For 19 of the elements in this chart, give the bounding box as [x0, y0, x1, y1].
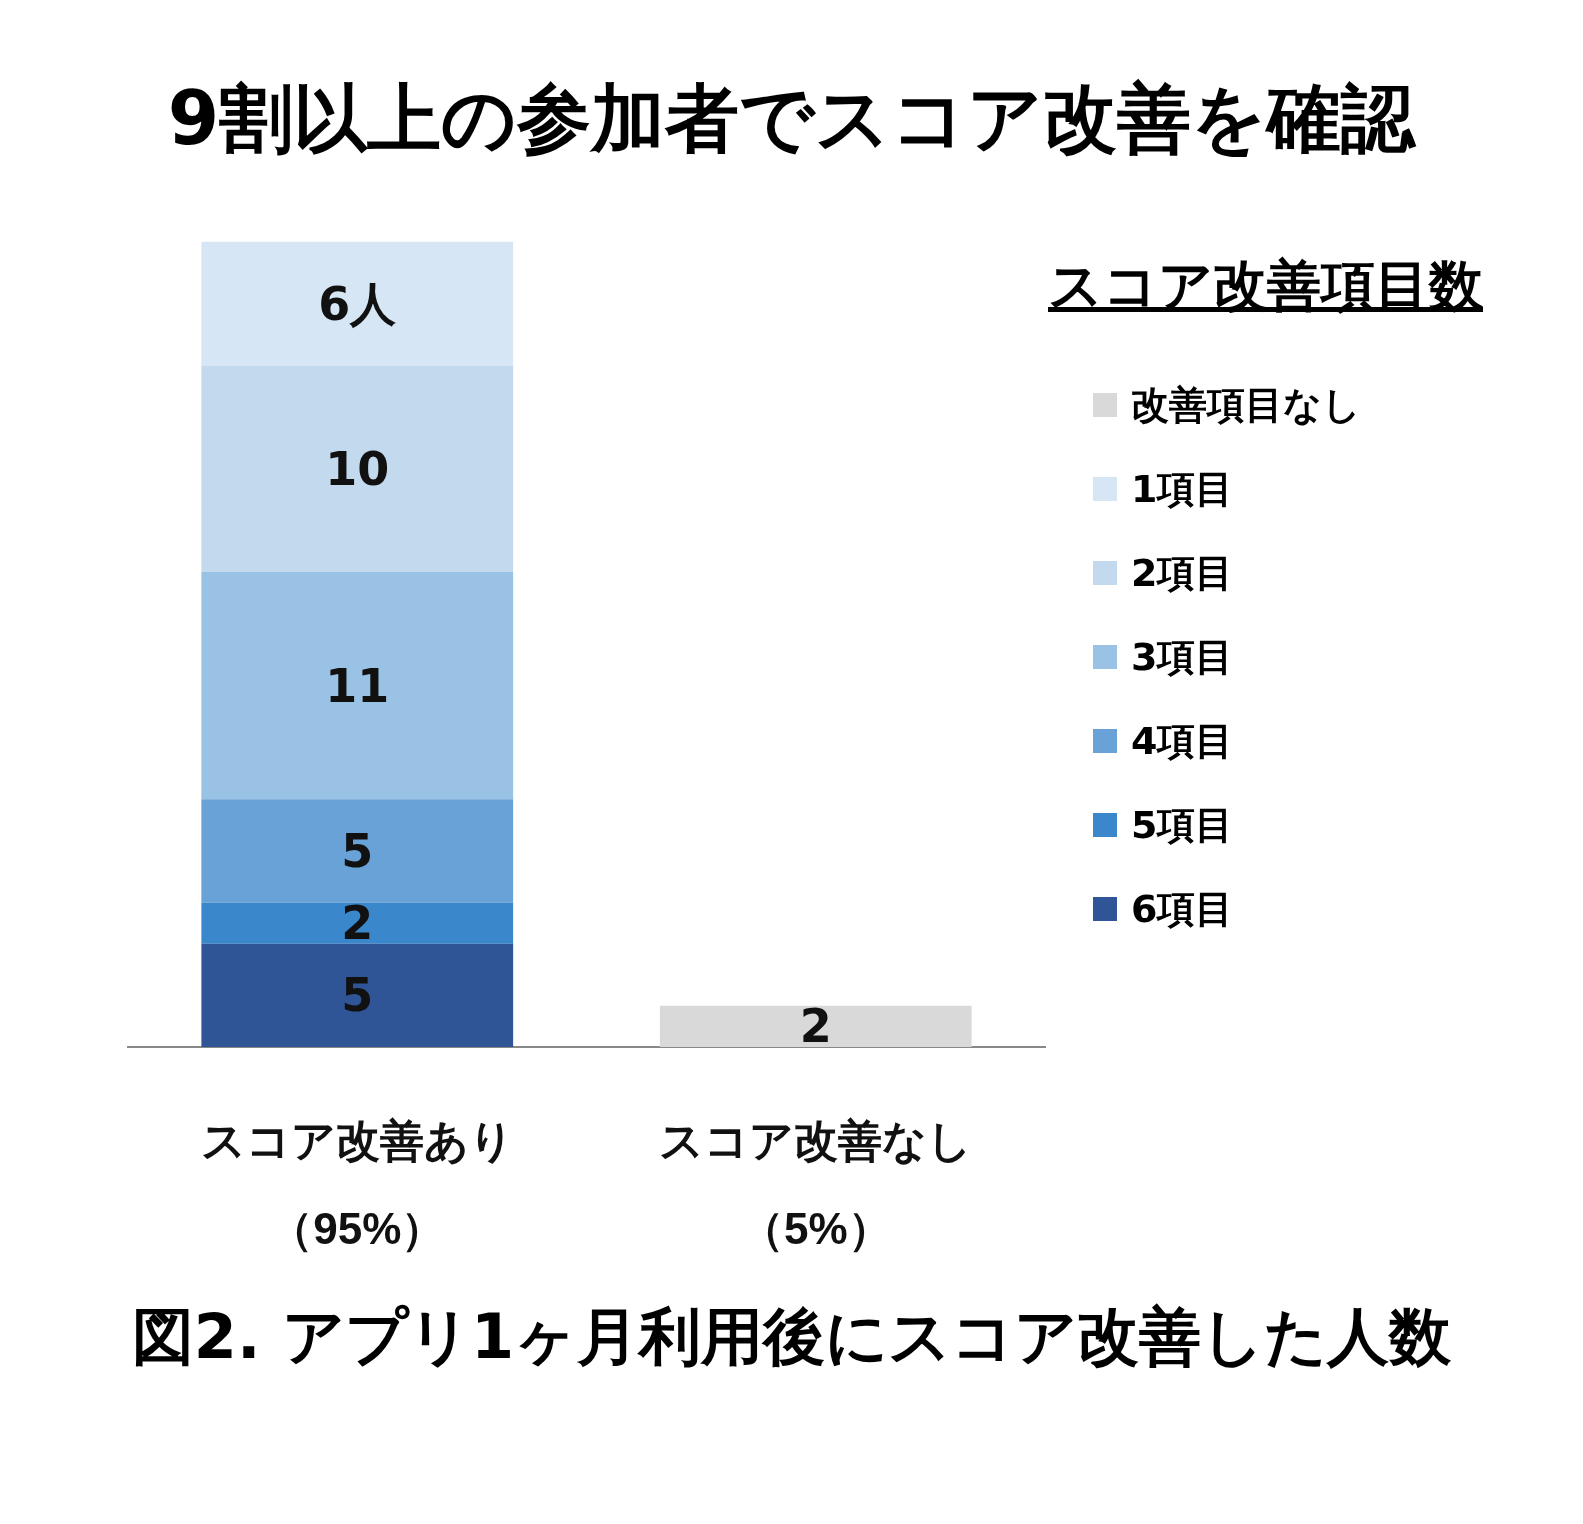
- legend-label: 改善項目なし: [1131, 381, 1361, 429]
- legend-title: スコア改善項目数: [1048, 253, 1483, 319]
- legend-label: 2項目: [1131, 549, 1234, 597]
- data-label: 5: [341, 968, 374, 1023]
- data-label: 5: [341, 823, 374, 878]
- legend-label: 6項目: [1131, 885, 1234, 933]
- x-tick-label: スコア改善あり（95%）: [200, 1116, 514, 1254]
- legend-label: 4項目: [1131, 717, 1234, 765]
- x-tick-label: スコア改善なし（5%）: [659, 1116, 973, 1254]
- chart-title: 9割以上の参加者でスコア改善を確認: [166, 74, 1417, 163]
- caption: 図2. アプリ1ヶ月利用後にスコア改善した人数: [130, 1299, 1453, 1375]
- data-label: 2: [799, 999, 832, 1054]
- data-label: 2: [341, 896, 374, 951]
- data-label: 10: [325, 441, 390, 496]
- legend-label: 3項目: [1131, 633, 1234, 681]
- legend-label: 5項目: [1131, 801, 1234, 849]
- data-label: 11: [325, 658, 390, 713]
- data-label: 6人: [318, 276, 397, 331]
- legend-label: 1項目: [1131, 465, 1234, 513]
